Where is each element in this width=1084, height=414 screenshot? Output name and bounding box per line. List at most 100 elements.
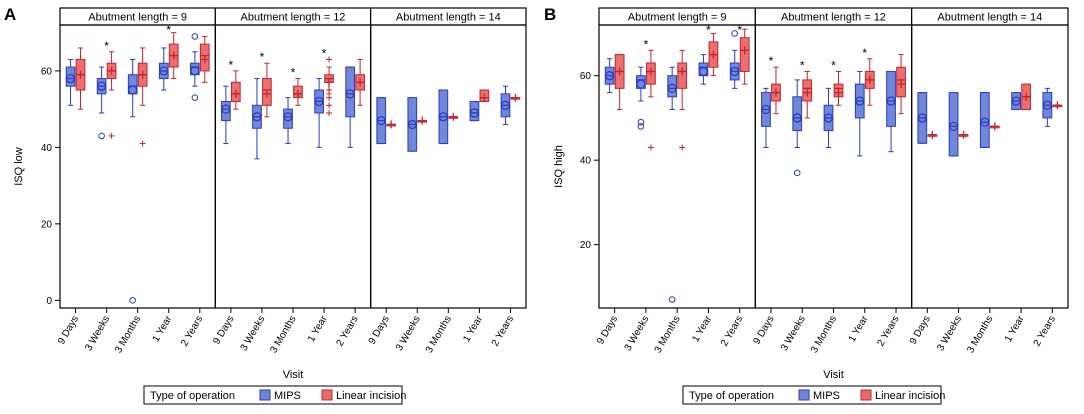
significance-star: * xyxy=(862,46,867,60)
x-tick-label: 2 Years xyxy=(1032,314,1058,348)
box-mips xyxy=(376,97,387,145)
box-mips xyxy=(96,66,107,140)
significance-star: * xyxy=(322,46,327,60)
box-linear-incision xyxy=(646,49,656,151)
significance-star: * xyxy=(260,50,265,64)
x-tick-label: 2 Years xyxy=(490,314,516,348)
x-tick-label: 3 Months xyxy=(113,314,143,355)
y-axis-title: ISQ high xyxy=(553,145,565,188)
mean-marker xyxy=(252,112,262,122)
legend-swatch xyxy=(798,389,810,401)
box-linear-incision xyxy=(864,58,875,106)
box-mips xyxy=(314,78,324,148)
box-body xyxy=(345,66,356,118)
box-linear-incision xyxy=(479,89,490,102)
x-tick-label: 1 Year xyxy=(847,313,871,344)
box-mips xyxy=(917,92,928,144)
box-linear-incision xyxy=(708,32,719,77)
box-body xyxy=(886,70,896,127)
box-linear-incision xyxy=(386,120,397,129)
mean-marker xyxy=(1011,96,1021,106)
box-linear-incision xyxy=(958,130,969,139)
y-axis-title: ISQ low xyxy=(13,147,25,186)
mean-marker xyxy=(469,108,480,118)
mean-marker xyxy=(190,66,200,76)
box-body xyxy=(221,100,231,122)
x-tick-label: 1 Year xyxy=(461,313,485,344)
mean-marker xyxy=(65,73,76,84)
mean-marker xyxy=(345,89,355,99)
mean-marker xyxy=(407,119,417,130)
outlier xyxy=(191,94,199,101)
mean-marker xyxy=(283,112,293,122)
legend-item-label: MIPS xyxy=(813,390,840,402)
chart-panel-a: A 0 20 40 60 ISQ low Visit Abutment length = 9 9… xyxy=(4,5,527,405)
box-linear-incision xyxy=(106,51,117,139)
mean-marker xyxy=(948,121,959,132)
box-body xyxy=(739,37,750,72)
box-linear-incision xyxy=(230,70,241,110)
box-linear-incision xyxy=(417,116,428,125)
box-body xyxy=(283,108,293,129)
y-tick-label: 40 xyxy=(580,156,592,167)
legend-swatch xyxy=(860,389,872,401)
outlier xyxy=(637,118,645,126)
mean-marker xyxy=(604,71,615,81)
mean-marker xyxy=(823,113,834,123)
x-tick-label: 3 Months xyxy=(809,314,839,355)
mean-marker xyxy=(636,79,646,89)
x-tick-label: 3 Weeks xyxy=(239,314,268,353)
x-tick-label: 3 Months xyxy=(653,314,683,355)
box-mips xyxy=(407,97,418,152)
x-tick-label: 9 Days xyxy=(56,314,81,346)
legend-swatch xyxy=(321,389,333,401)
x-tick-label: 3 Weeks xyxy=(394,314,423,353)
facet-frame xyxy=(911,24,1069,309)
outlier xyxy=(637,123,645,130)
box-mips xyxy=(252,78,262,160)
facet-title: Abutment length = 14 xyxy=(937,12,1042,24)
box-mips xyxy=(127,58,138,304)
significance-star: * xyxy=(706,23,711,37)
box-mips xyxy=(158,47,169,91)
x-tick-label: 1 Year xyxy=(690,313,714,344)
box-linear-incision xyxy=(1052,101,1063,110)
box-linear-incision xyxy=(293,78,303,106)
facet-frame xyxy=(370,24,527,309)
x-tick-label: 9 Days xyxy=(751,314,776,346)
significance-star: * xyxy=(769,54,774,68)
box-linear-incision xyxy=(614,54,625,110)
legend-frame xyxy=(143,385,403,405)
mean-marker xyxy=(792,113,802,123)
y-tick-label: 20 xyxy=(580,240,592,251)
box-mips xyxy=(823,87,834,148)
x-tick-label: 3 Months xyxy=(965,314,995,355)
box-mips xyxy=(948,92,959,157)
significance-star: * xyxy=(800,58,805,72)
significance-star: * xyxy=(291,66,296,80)
facet-title: Abutment length = 12 xyxy=(781,12,886,24)
legend-title: Type of operation xyxy=(689,390,774,402)
box-body xyxy=(979,92,990,148)
x-tick-label: 9 Days xyxy=(908,314,933,346)
x-axis-title: Visit xyxy=(283,369,304,381)
facet-title: Abutment length = 9 xyxy=(628,12,727,24)
mean-marker xyxy=(128,85,138,95)
significance-star: * xyxy=(644,37,649,51)
outlier xyxy=(731,30,738,37)
facet: Abutment length = 9 9 Days 3 Weeks * 3 Month… xyxy=(595,7,756,355)
box-linear-incision xyxy=(510,93,521,102)
significance-star: * xyxy=(737,23,742,37)
x-tick-label: 2 Years xyxy=(179,314,205,348)
box-mips xyxy=(604,58,615,94)
y-tick-label: 60 xyxy=(41,66,53,77)
mean-marker xyxy=(886,96,896,106)
x-tick-label: 3 Weeks xyxy=(83,314,112,353)
x-tick-label: 1 Year xyxy=(306,313,330,344)
box-mips xyxy=(438,89,449,145)
box-linear-incision xyxy=(199,35,210,83)
box-mips xyxy=(854,70,865,157)
box-linear-incision xyxy=(802,70,813,119)
facet-title: Abutment length = 9 xyxy=(88,12,187,24)
